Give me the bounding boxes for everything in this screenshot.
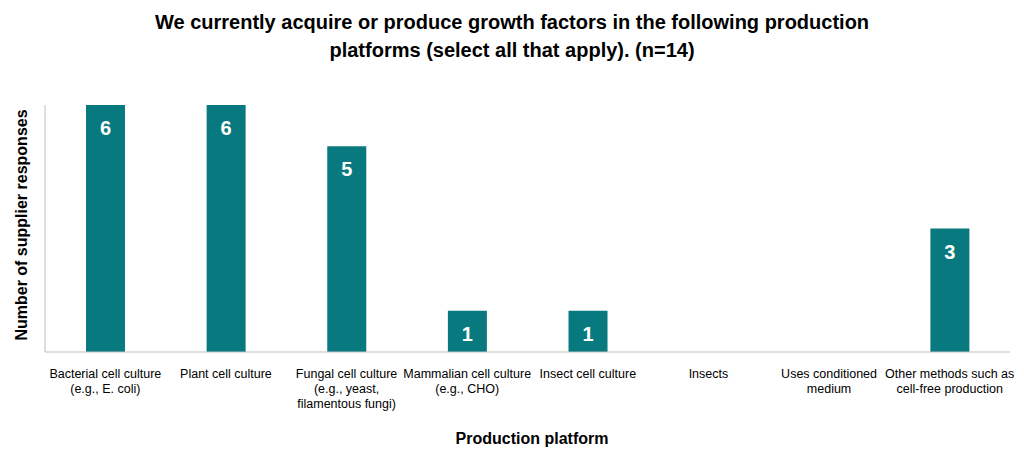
- svg-text:Insects: Insects: [689, 367, 729, 381]
- svg-text:3: 3: [944, 241, 955, 263]
- svg-text:Insect cell culture: Insect cell culture: [540, 367, 637, 381]
- svg-text:6: 6: [100, 117, 111, 139]
- svg-text:Other methods such ascell-free: Other methods such ascell-free productio…: [885, 367, 1014, 396]
- svg-text:Mammalian cell culture(e.g., C: Mammalian cell culture(e.g., CHO): [403, 367, 531, 396]
- html-text:We currently acquire or produc: We currently acquire or produce growth f…: [154, 11, 870, 61]
- svg-text:Uses conditionedmedium: Uses conditionedmedium: [781, 367, 877, 396]
- svg-text:5: 5: [341, 158, 352, 180]
- svg-text:1: 1: [462, 323, 473, 345]
- html-text:Number of supplier responses: Number of supplier responses: [13, 109, 30, 341]
- svg-text:6: 6: [221, 117, 232, 139]
- svg-text:Fungal cell culture(e.g., yeas: Fungal cell culture(e.g., yeast,filament…: [296, 367, 397, 411]
- svg-text:Bacterial cell culture(e.g., E: Bacterial cell culture(e.g., E. coli): [49, 367, 161, 396]
- svg-text:Plant cell culture: Plant cell culture: [180, 367, 272, 381]
- html-text:Production platform: Production platform: [455, 430, 609, 447]
- svg-text:1: 1: [582, 323, 593, 345]
